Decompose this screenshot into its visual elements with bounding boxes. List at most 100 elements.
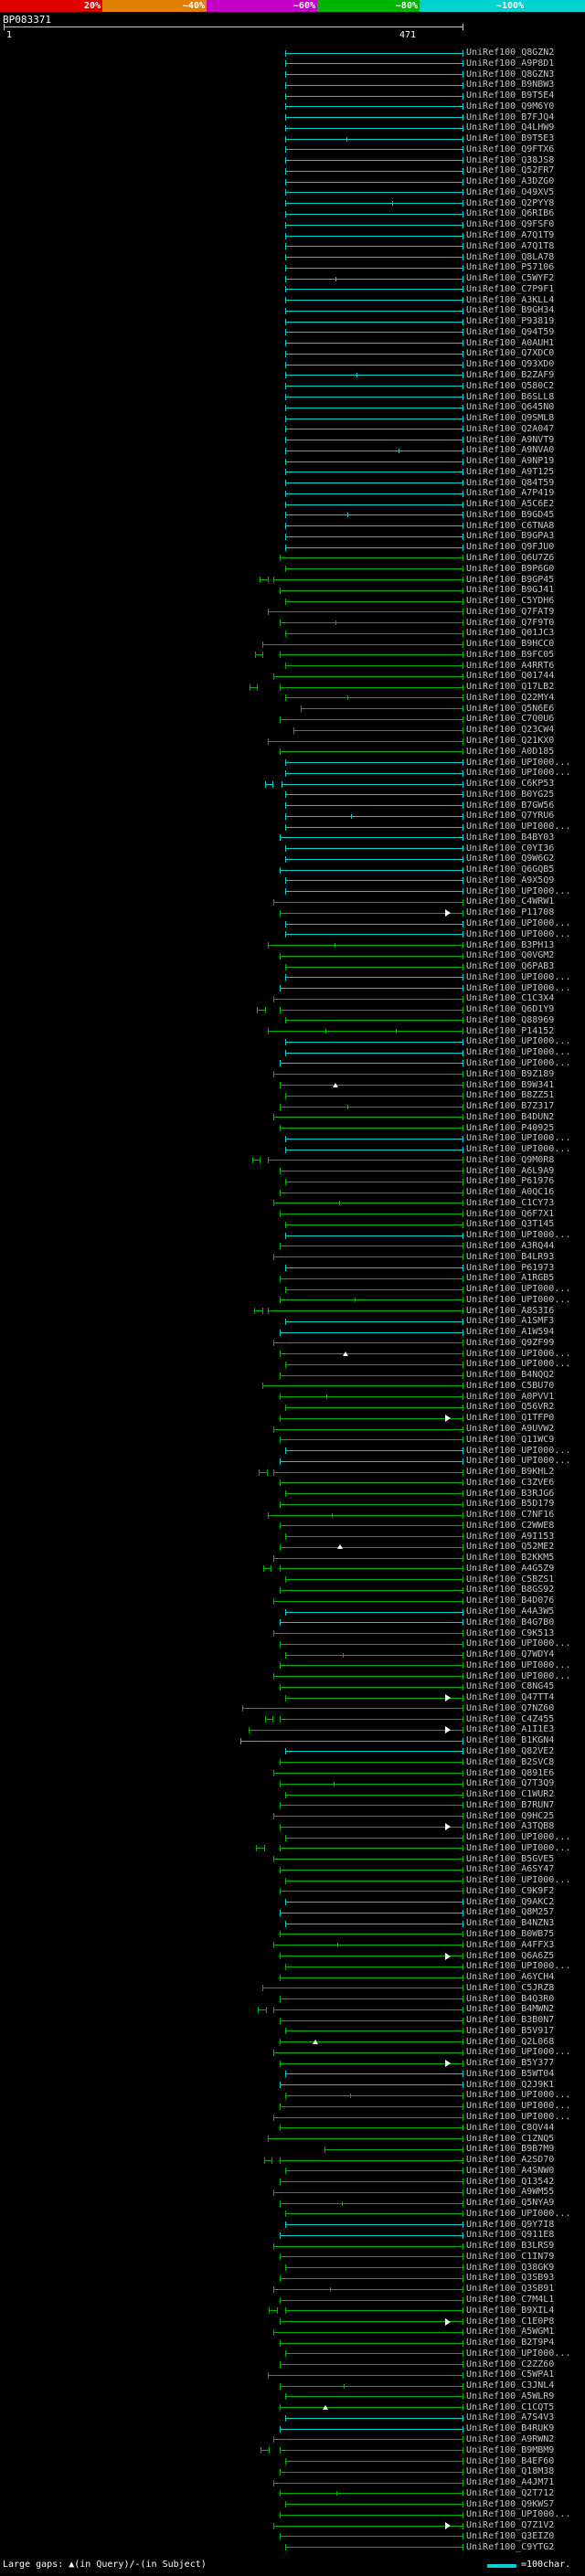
hit-bar[interactable]: [285, 1963, 463, 1970]
hit-label[interactable]: UniRef100_B2ZAF9: [466, 369, 555, 380]
hit-bar[interactable]: [285, 329, 463, 336]
hit-label[interactable]: UniRef100_B7RUN7: [466, 1799, 555, 1810]
hit-label[interactable]: UniRef100_A2SD70: [466, 2155, 555, 2166]
hit-label[interactable]: UniRef100_Q8GZN2: [466, 48, 555, 58]
hit-bar[interactable]: [285, 437, 463, 444]
hit-bar[interactable]: [285, 286, 463, 293]
hit-label[interactable]: UniRef100_P93819: [466, 316, 555, 327]
hit-label[interactable]: UniRef100_A4JM71: [466, 2477, 555, 2488]
hit-label[interactable]: UniRef100_C1E0P8: [466, 2316, 555, 2327]
hit-bar[interactable]: [261, 641, 464, 648]
hit-label[interactable]: UniRef100_A5C6E2: [466, 499, 555, 510]
hit-bar[interactable]: [273, 1254, 463, 1261]
hit-label[interactable]: UniRef100_UPI000...: [466, 1638, 571, 1649]
hit-label[interactable]: UniRef100_C9K513: [466, 1627, 555, 1638]
hit-bar[interactable]: [279, 1275, 464, 1282]
hit-bar[interactable]: [285, 232, 463, 239]
hit-label[interactable]: UniRef100_UPI000...: [466, 1456, 571, 1467]
hit-label[interactable]: UniRef100_B5WT04: [466, 2068, 555, 2079]
hit-bar[interactable]: [285, 694, 463, 702]
hit-label[interactable]: UniRef100_B9MBM9: [466, 2444, 555, 2455]
hit-label[interactable]: UniRef100_A4RRT6: [466, 660, 555, 671]
hit-bar[interactable]: [279, 1351, 464, 1358]
hit-label[interactable]: UniRef100_C7P9F1: [466, 283, 555, 294]
hit-label[interactable]: UniRef100_B9KHL2: [466, 1467, 555, 1478]
hit-label[interactable]: UniRef100_B3PH13: [466, 939, 555, 950]
hit-bar[interactable]: [273, 2479, 463, 2486]
hit-bar[interactable]: [264, 780, 274, 788]
hit-bar[interactable]: [273, 2522, 463, 2529]
hit-bar[interactable]: [285, 533, 463, 540]
hit-label[interactable]: UniRef100_Q9M6Y0: [466, 101, 555, 111]
hit-bar[interactable]: [273, 995, 463, 1002]
hit-label[interactable]: UniRef100_A9NVT9: [466, 434, 555, 445]
hit-label[interactable]: UniRef100_B9GD45: [466, 509, 555, 520]
hit-label[interactable]: UniRef100_UPI000...: [466, 2509, 571, 2520]
hit-bar[interactable]: [273, 2006, 463, 2013]
hit-label[interactable]: UniRef100_UPI000...: [466, 757, 571, 768]
hit-bar[interactable]: [279, 909, 464, 917]
hit-label[interactable]: UniRef100_C7Q0U6: [466, 714, 555, 725]
hit-label[interactable]: UniRef100_UPI000...: [466, 1230, 571, 1241]
hit-label[interactable]: UniRef100_Q7XDC0: [466, 348, 555, 359]
hit-bar[interactable]: [285, 297, 463, 304]
hit-bar[interactable]: [285, 1135, 463, 1142]
hit-label[interactable]: UniRef100_B4G7B0: [466, 1617, 555, 1627]
hit-label[interactable]: UniRef100_Q9KWS7: [466, 2498, 555, 2509]
hit-label[interactable]: UniRef100_UPI000...: [466, 2208, 571, 2219]
hit-label[interactable]: UniRef100_A1I1E3: [466, 1724, 555, 1735]
hit-bar[interactable]: [273, 2285, 463, 2293]
hit-label[interactable]: UniRef100_C5BZS1: [466, 1574, 555, 1585]
hit-label[interactable]: UniRef100_C6TNA8: [466, 520, 555, 531]
hit-label[interactable]: UniRef100_B4Q3R0: [466, 1993, 555, 2004]
hit-bar[interactable]: [267, 737, 464, 745]
hit-bar[interactable]: [279, 2200, 464, 2207]
hit-label[interactable]: UniRef100_Q93XD0: [466, 359, 555, 370]
hit-label[interactable]: UniRef100_UPI000...: [466, 971, 571, 982]
hit-bar[interactable]: [279, 1436, 464, 1444]
hit-label[interactable]: UniRef100_UPI000...: [466, 1875, 571, 1886]
hit-label[interactable]: UniRef100_Q82VE2: [466, 1745, 555, 1756]
hit-label[interactable]: UniRef100_UPI000...: [466, 1057, 571, 1068]
hit-bar[interactable]: [285, 394, 463, 400]
hit-bar[interactable]: [285, 888, 463, 896]
hit-label[interactable]: UniRef100_UPI000...: [466, 1670, 571, 1681]
hit-bar[interactable]: [256, 1845, 265, 1852]
hit-label[interactable]: UniRef100_UPI000...: [466, 918, 571, 929]
hit-bar[interactable]: [279, 2468, 464, 2475]
hit-label[interactable]: UniRef100_C9YTG2: [466, 2541, 555, 2552]
hit-bar[interactable]: [285, 447, 463, 454]
hit-bar[interactable]: [279, 2231, 464, 2239]
hit-bar[interactable]: [285, 200, 463, 207]
hit-label[interactable]: UniRef100_Q2T712: [466, 2487, 555, 2498]
hit-label[interactable]: UniRef100_Q6A6Z5: [466, 1950, 555, 1961]
hit-label[interactable]: UniRef100_C5BU70: [466, 1380, 555, 1391]
hit-bar[interactable]: [279, 2178, 464, 2186]
hit-label[interactable]: UniRef100_A9P8D1: [466, 58, 555, 69]
hit-bar[interactable]: [279, 1780, 464, 1787]
hit-label[interactable]: UniRef100_C1IN79: [466, 2251, 555, 2262]
hit-label[interactable]: UniRef100_Q11WC9: [466, 1434, 555, 1445]
hit-bar[interactable]: [292, 726, 464, 734]
hit-label[interactable]: UniRef100_Q8M257: [466, 1907, 555, 1918]
hit-bar[interactable]: [285, 1920, 463, 1927]
hit-bar[interactable]: [285, 759, 463, 767]
hit-bar[interactable]: [273, 1426, 463, 1433]
hit-label[interactable]: UniRef100_UPI000...: [466, 1284, 571, 1295]
hit-bar[interactable]: [258, 2006, 267, 2013]
hit-label[interactable]: UniRef100_Q3SB93: [466, 2273, 555, 2284]
hit-bar[interactable]: [285, 1146, 463, 1153]
hit-label[interactable]: UniRef100_C3JNL4: [466, 2380, 555, 2391]
hit-label[interactable]: UniRef100_A6L9A9: [466, 1165, 555, 1176]
hit-label[interactable]: UniRef100_A0D185: [466, 746, 555, 757]
hit-bar[interactable]: [273, 1597, 463, 1605]
hit-label[interactable]: UniRef100_B5Y377: [466, 2058, 555, 2069]
hit-label[interactable]: UniRef100_Q9W6G2: [466, 853, 555, 864]
hit-label[interactable]: UniRef100_C8QV44: [466, 2122, 555, 2133]
hit-bar[interactable]: [285, 2544, 463, 2551]
hit-label[interactable]: UniRef100_A1SMF3: [466, 1316, 555, 1327]
hit-bar[interactable]: [285, 802, 463, 810]
hit-bar[interactable]: [273, 2189, 463, 2196]
hit-label[interactable]: UniRef100_Q23CW4: [466, 725, 555, 736]
hit-bar[interactable]: [285, 157, 463, 164]
